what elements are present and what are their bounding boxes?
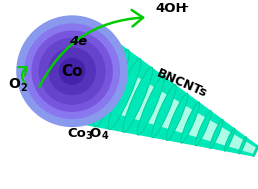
Text: BNCNTs: BNCNTs — [155, 67, 209, 100]
Ellipse shape — [50, 24, 94, 119]
Text: Co: Co — [68, 127, 86, 140]
Ellipse shape — [152, 84, 176, 138]
Ellipse shape — [253, 146, 258, 156]
Text: −: − — [181, 1, 189, 11]
Text: O: O — [90, 127, 101, 140]
Text: 4: 4 — [102, 131, 108, 141]
Ellipse shape — [108, 58, 141, 130]
Ellipse shape — [195, 111, 211, 146]
Ellipse shape — [239, 137, 247, 154]
Ellipse shape — [224, 128, 235, 151]
Circle shape — [59, 58, 86, 85]
Circle shape — [39, 38, 106, 105]
Ellipse shape — [210, 119, 223, 149]
Ellipse shape — [94, 50, 129, 127]
Circle shape — [24, 23, 120, 119]
Text: Co: Co — [61, 64, 83, 79]
Ellipse shape — [79, 41, 117, 124]
FancyArrowPatch shape — [39, 10, 143, 87]
Text: 3: 3 — [86, 131, 92, 141]
Polygon shape — [51, 24, 258, 156]
Text: 4e: 4e — [69, 35, 87, 48]
Polygon shape — [61, 45, 257, 154]
Ellipse shape — [166, 93, 188, 140]
Ellipse shape — [123, 67, 153, 132]
Text: 4OH: 4OH — [155, 2, 187, 15]
FancyArrowPatch shape — [18, 67, 27, 85]
Circle shape — [31, 30, 113, 112]
Circle shape — [16, 15, 128, 127]
Ellipse shape — [65, 32, 106, 122]
Text: 2: 2 — [20, 83, 27, 93]
Text: O: O — [8, 77, 20, 91]
Ellipse shape — [137, 76, 164, 135]
Ellipse shape — [181, 102, 200, 143]
Circle shape — [48, 47, 96, 95]
